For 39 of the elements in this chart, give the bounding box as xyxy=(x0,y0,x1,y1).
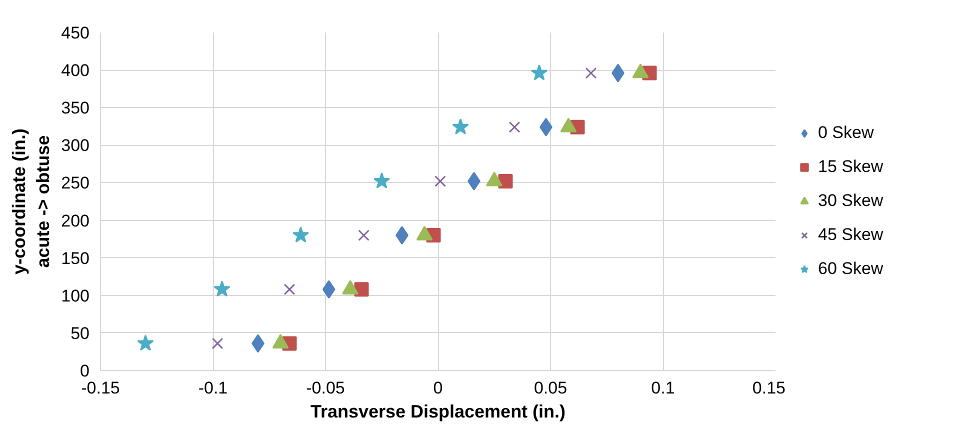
point xyxy=(212,338,224,350)
x-tick-label: 0.05 xyxy=(534,378,568,398)
y-tick-label: 450 xyxy=(61,24,90,42)
point xyxy=(498,174,513,188)
x-axis-title: Transverse Displacement (in.) xyxy=(310,402,566,422)
legend-label: 60 Skew xyxy=(818,259,884,279)
legend-label: 15 Skew xyxy=(818,157,884,177)
point xyxy=(354,282,369,297)
legend-label: 30 Skew xyxy=(818,191,884,211)
point xyxy=(292,226,310,243)
y-axis-title: y-coordinate (in.) acute -> obtuse xyxy=(9,128,54,274)
y-tick-label: 350 xyxy=(61,98,90,118)
point xyxy=(284,284,296,296)
y-tick-label: 300 xyxy=(61,136,90,156)
y-tick-label: 100 xyxy=(61,286,90,306)
y-tick-label: 400 xyxy=(61,61,90,80)
x-tick-label: -0.15 xyxy=(81,378,120,398)
point xyxy=(530,64,548,80)
point xyxy=(434,176,446,187)
point xyxy=(137,334,154,351)
point xyxy=(322,280,336,299)
point xyxy=(585,67,597,79)
point xyxy=(373,172,390,188)
point xyxy=(508,121,520,133)
legend-label: 0 Skew xyxy=(818,123,874,143)
point xyxy=(452,118,469,134)
y-tick-label: 50 xyxy=(70,324,90,343)
y-tick-label: 0 xyxy=(80,362,90,380)
legend-label: 45 Skew xyxy=(818,225,884,245)
y-tick-label: 200 xyxy=(61,211,90,230)
y-tick-label: 150 xyxy=(61,248,90,268)
x-tick-label: -0.1 xyxy=(198,378,228,398)
point xyxy=(358,230,370,241)
x-tick-label: -0.05 xyxy=(306,378,345,398)
x-tick-label: 0.15 xyxy=(752,378,786,398)
x-tick-label: 0 xyxy=(433,378,443,398)
point xyxy=(214,280,230,297)
x-tick-label: 0.1 xyxy=(651,378,675,398)
y-tick-label: 250 xyxy=(61,174,90,193)
